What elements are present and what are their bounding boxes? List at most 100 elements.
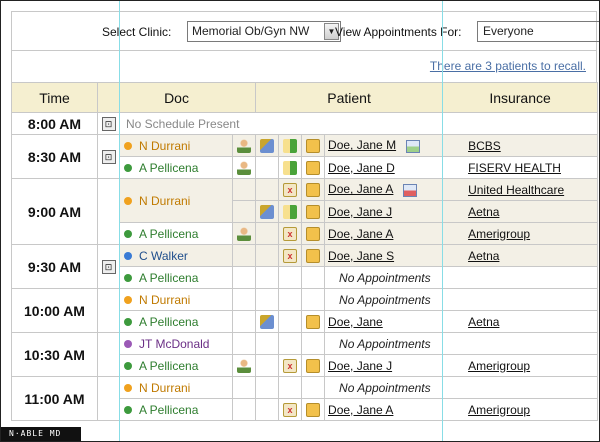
doc-cell[interactable]: N Durrani: [119, 178, 233, 223]
table-row: 9:30 AM ⊡ C Walker x Doe, Jane S Aetna: [11, 244, 599, 289]
time-slot: 9:30 AM: [11, 244, 98, 289]
patient-link[interactable]: Doe, Jane J: [328, 204, 393, 219]
patient-link[interactable]: Doe, Jane A: [328, 402, 394, 417]
insurance-link[interactable]: Amerigroup: [468, 226, 531, 241]
patient-link[interactable]: Doe, Jane M: [328, 138, 397, 153]
purple-dot-icon: [124, 340, 132, 349]
header-insurance: Insurance: [442, 82, 599, 113]
chevron-down-icon[interactable]: ▼: [324, 23, 339, 40]
patient-link[interactable]: Doe, Jane: [328, 314, 383, 329]
table-row: A Pellicena Doe, Jane D FISERV HEALTH: [12, 156, 599, 179]
insurance-link[interactable]: Amerigroup: [468, 358, 531, 373]
patient-link[interactable]: Doe, Jane A: [328, 226, 394, 241]
insurance-link[interactable]: Aetna: [468, 248, 500, 263]
header-patient: Patient: [255, 82, 444, 113]
person-icon[interactable]: [237, 358, 252, 373]
person-icon[interactable]: [237, 226, 252, 241]
table-row: A Pellicena No Appointments: [12, 266, 599, 289]
clinic-select-value: Memorial Ob/Gyn NW: [192, 24, 310, 38]
no-appointments-text: No Appointments: [324, 266, 599, 289]
green-dot-icon: [124, 274, 132, 283]
table-row: 9:00 AM N Durrani x Doe, Jane A United H…: [11, 178, 599, 245]
no-appointments-text: No Appointments: [324, 376, 599, 399]
folder-icon[interactable]: [306, 358, 321, 373]
lightning-icon[interactable]: [260, 314, 275, 329]
insurance-link[interactable]: United Healthcare: [468, 182, 565, 197]
orange-dot-icon: [124, 384, 132, 393]
folder-icon[interactable]: [306, 204, 321, 219]
patient-link[interactable]: Doe, Jane J: [328, 358, 393, 373]
header-doc: Doc: [96, 82, 257, 113]
table-row: 8:30 AM ⊡ N Durrani Doe, Jane M BCBS: [11, 134, 599, 179]
table-row: A Pellicena x Doe, Jane J Amerigroup: [12, 354, 599, 377]
person-icon[interactable]: [237, 160, 252, 175]
insurance-link[interactable]: Aetna: [468, 204, 500, 219]
time-slot: 8:00 AM: [11, 112, 98, 135]
folder-icon[interactable]: [306, 226, 321, 241]
time-slot: 10:00 AM: [11, 288, 98, 333]
doc-cell[interactable]: A Pellicena: [119, 266, 233, 289]
orange-dot-icon: [124, 197, 132, 206]
no-schedule-text: No Schedule Present: [118, 112, 599, 135]
doc-cell[interactable]: N Durrani: [119, 288, 233, 311]
folder-icon[interactable]: [306, 160, 321, 175]
lightning-icon[interactable]: [260, 204, 275, 219]
cancel-doc-icon[interactable]: x: [283, 358, 298, 373]
cancel-doc-icon[interactable]: x: [283, 226, 298, 241]
insurance-link[interactable]: FISERV HEALTH: [468, 160, 561, 175]
table-row: 8:00 AM ⊡ No Schedule Present: [11, 112, 599, 135]
cancel-doc-icon[interactable]: x: [283, 182, 298, 197]
expand-button[interactable]: ⊡: [101, 116, 116, 131]
appointments-for-input[interactable]: Everyone: [477, 21, 599, 42]
clinic-select[interactable]: Memorial Ob/Gyn NW ▼: [187, 21, 341, 42]
document-arrow-icon[interactable]: [283, 138, 298, 153]
verified-check-icon[interactable]: [406, 139, 421, 153]
green-dot-icon: [124, 230, 132, 239]
table-row: 10:30 AM JT McDonald No Appointments: [11, 332, 599, 377]
insurance-link[interactable]: BCBS: [468, 138, 501, 153]
patient-link[interactable]: Doe, Jane A: [328, 182, 394, 197]
recall-bar: There are 3 patients to recall.: [11, 50, 597, 82]
recall-link[interactable]: There are 3 patients to recall.: [429, 59, 586, 73]
doc-cell[interactable]: A Pellicena: [119, 156, 233, 179]
folder-icon[interactable]: [306, 402, 321, 417]
cancel-doc-icon[interactable]: x: [283, 248, 298, 263]
doc-cell[interactable]: A Pellicena: [119, 310, 233, 333]
doc-cell[interactable]: A Pellicena: [119, 354, 233, 377]
doc-cell[interactable]: N Durrani: [119, 134, 233, 157]
insurance-link[interactable]: Aetna: [468, 314, 500, 329]
doc-cell[interactable]: A Pellicena: [119, 398, 233, 421]
cancel-doc-icon[interactable]: x: [283, 402, 298, 417]
folder-icon[interactable]: [306, 182, 321, 197]
insurance-link[interactable]: Amerigroup: [468, 402, 531, 417]
expand-button[interactable]: ⊡: [101, 259, 116, 274]
lightning-icon[interactable]: [260, 138, 275, 153]
patient-link[interactable]: Doe, Jane D: [328, 160, 395, 175]
folder-icon[interactable]: [306, 248, 321, 263]
table-row: 11:00 AM N Durrani No Appointments: [11, 376, 599, 421]
appointments-table: Time Doc Patient Insurance 8:00 AM ⊡ No …: [11, 82, 599, 421]
time-slot: 11:00 AM: [11, 376, 98, 421]
green-dot-icon: [124, 164, 132, 173]
expand-button[interactable]: ⊡: [101, 149, 116, 164]
orange-dot-icon: [124, 296, 132, 305]
green-dot-icon: [124, 362, 132, 371]
doc-cell[interactable]: N Durrani: [119, 376, 233, 399]
time-slot: 9:00 AM: [11, 178, 98, 245]
blue-dot-icon: [124, 252, 132, 261]
table-row: A Pellicena Doe, Jane Aetna: [12, 310, 599, 333]
patient-link[interactable]: Doe, Jane S: [328, 248, 395, 263]
document-arrow-icon[interactable]: [283, 160, 298, 175]
view-appointments-label: View Appointments For:: [335, 25, 462, 39]
filter-bar: Select Clinic: Memorial Ob/Gyn NW ▼ View…: [11, 11, 599, 50]
person-icon[interactable]: [237, 138, 252, 153]
doc-cell[interactable]: C Walker: [119, 244, 233, 267]
doc-cell[interactable]: JT McDonald: [119, 332, 233, 355]
document-arrow-icon[interactable]: [283, 204, 298, 219]
calendar-alert-icon[interactable]: [403, 183, 418, 197]
doc-cell[interactable]: A Pellicena: [119, 222, 233, 245]
folder-icon[interactable]: [306, 138, 321, 153]
time-slot: 10:30 AM: [11, 332, 98, 377]
header-time: Time: [11, 82, 98, 113]
folder-icon[interactable]: [306, 314, 321, 329]
